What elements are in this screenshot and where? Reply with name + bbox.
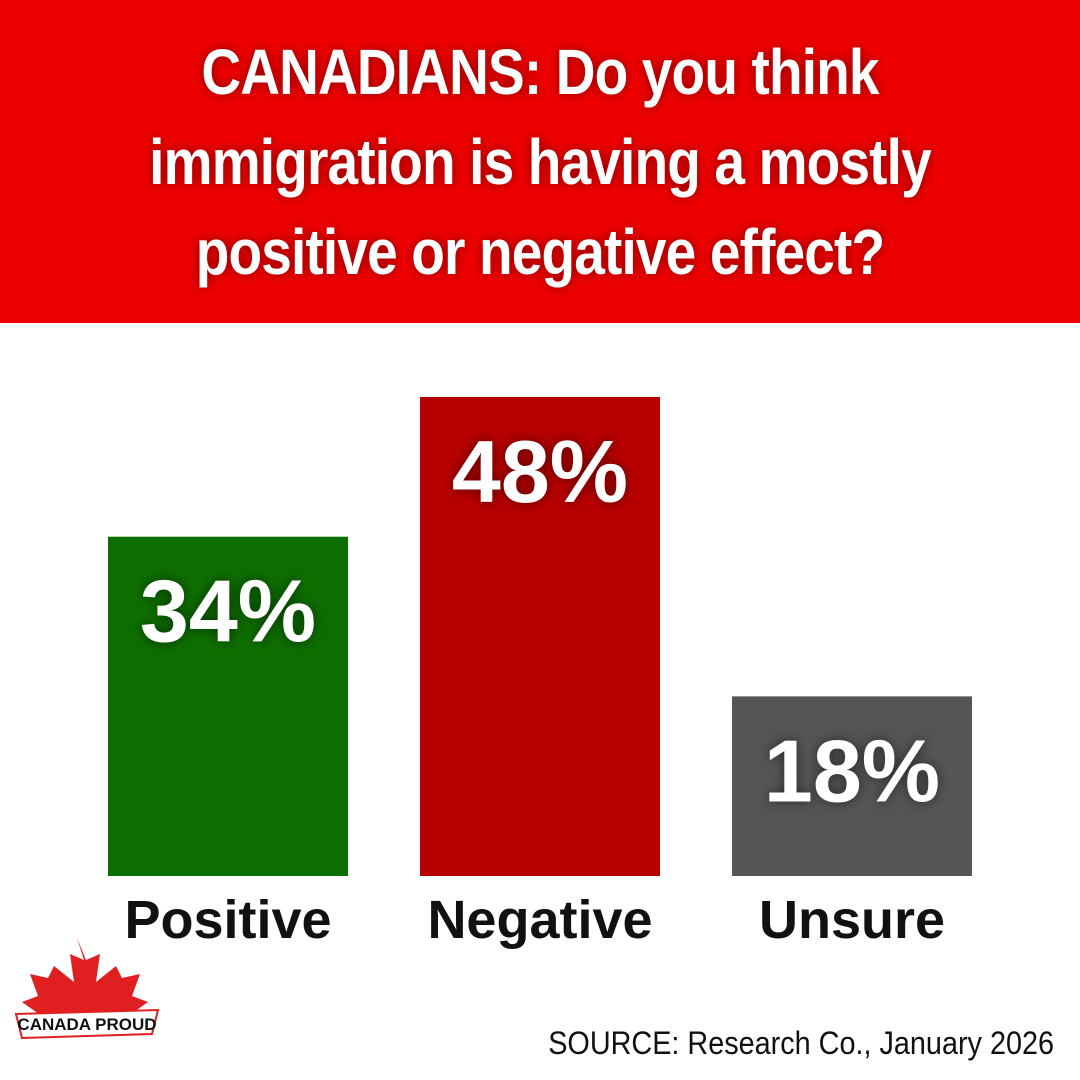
bar-chart: 34% 48% 18% Positive Negative Unsure: [108, 397, 972, 950]
category-label-negative: Negative: [427, 890, 652, 950]
bar-unsure: [732, 696, 972, 876]
category-label-unsure: Unsure: [759, 890, 945, 950]
category-labels-group: Positive Negative Unsure: [124, 890, 945, 950]
bar-negative: [420, 397, 660, 876]
category-label-positive: Positive: [124, 890, 331, 950]
source-note: SOURCE: Research Co., January 2026: [548, 1025, 1054, 1061]
value-label-unsure: 18%: [764, 721, 940, 820]
canada-proud-logo: CANADA PROUD: [14, 938, 160, 1040]
value-labels-group: 34% 48% 18%: [140, 422, 940, 820]
chart-title: CANADIANS: Do you think immigration is h…: [149, 35, 931, 288]
header-banner: CANADIANS: Do you think immigration is h…: [0, 0, 1080, 323]
logo-text: CANADA PROUD: [17, 1015, 156, 1034]
bars-group: [108, 397, 972, 876]
logo-banner: [14, 1008, 160, 1040]
value-label-negative: 48%: [452, 422, 628, 521]
maple-leaf-icon: [22, 938, 148, 1026]
bar-positive: [108, 536, 348, 876]
value-label-positive: 34%: [140, 562, 316, 661]
